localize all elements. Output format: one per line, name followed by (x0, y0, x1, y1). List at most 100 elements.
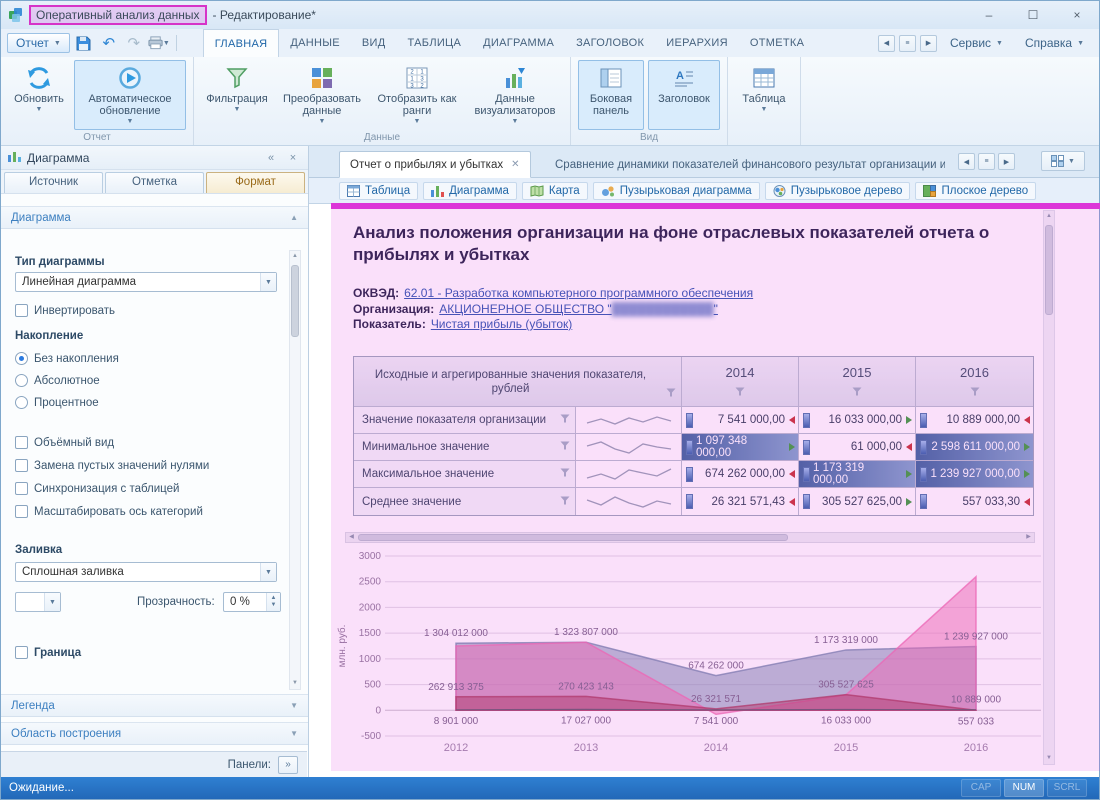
doc-tab-profit-loss[interactable]: Отчет о прибылях и убытках ✕ (339, 151, 531, 178)
replace-empty-checkbox[interactable]: Замена пустых значений нулями (15, 459, 209, 472)
scrollbar-thumb[interactable] (358, 534, 788, 541)
visualizer-bubble-tree-button[interactable]: Пузырьковое дерево (764, 181, 911, 200)
table-cell[interactable]: 7 541 000,00 (682, 407, 799, 434)
scroll-down-icon[interactable]: ▼ (1046, 755, 1052, 761)
transparency-stepper[interactable]: 0 % ▲ ▼ (223, 592, 281, 612)
stepper-arrows-icon[interactable]: ▲ ▼ (266, 593, 280, 611)
close-button[interactable]: × (1073, 8, 1081, 22)
okved-link[interactable]: 62.01 - Разработка компьютерного програм… (404, 286, 754, 300)
tab-list-icon[interactable]: ≡ (898, 34, 916, 52)
visualizer-treemap-button[interactable]: Плоское дерево (915, 181, 1037, 200)
maximize-button[interactable]: ☐ (1027, 8, 1039, 22)
tab-list-icon[interactable]: ≡ (978, 153, 995, 170)
tab-selection[interactable]: Отметка (105, 172, 204, 193)
horizontal-scrollbar[interactable]: ◀ ▶ (345, 532, 1035, 543)
border-checkbox[interactable]: Граница (15, 646, 81, 659)
table-button[interactable]: Таблица ▼ (735, 60, 793, 130)
scroll-left-icon[interactable]: ◀ (958, 153, 975, 170)
ribbon-tab-dannye[interactable]: ДАННЫЕ (290, 37, 340, 49)
filter-icon[interactable] (560, 496, 570, 508)
indicator-link[interactable]: Чистая прибыль (убыток) (430, 317, 573, 331)
visualizer-bubble-chart-button[interactable]: Пузырьковая диаграмма (592, 181, 760, 200)
table-cell[interactable]: 1 239 927 000,00 (916, 461, 1033, 488)
close-panel-icon[interactable]: × (289, 151, 297, 164)
fill-type-select[interactable]: Сплошная заливка ▼ (15, 562, 277, 582)
chart-type-select[interactable]: Линейная диаграмма ▼ (15, 272, 277, 292)
invert-checkbox[interactable]: Инвертировать (15, 304, 115, 317)
section-diagram[interactable]: Диаграмма ▲ (1, 206, 308, 229)
section-legend[interactable]: Легенда ▼ (1, 694, 308, 717)
filter-icon[interactable] (970, 384, 980, 399)
title-toggle-button[interactable]: A Заголовок (648, 60, 720, 130)
doc-tab-comparison[interactable]: Сравнение динамики показателей финансово… (545, 151, 955, 178)
redo-icon[interactable]: ↷ (127, 35, 141, 52)
row-label-org-value[interactable]: Значение показателя организации (354, 407, 576, 434)
table-header-2015[interactable]: 2015 (799, 357, 916, 407)
visualizer-table-button[interactable]: Таблица (339, 181, 419, 200)
save-icon[interactable] (73, 33, 95, 53)
collapse-panel-icon[interactable]: « (267, 151, 275, 164)
table-cell[interactable]: 61 000,00 (799, 434, 916, 461)
table-cell[interactable]: 16 033 000,00 (799, 407, 916, 434)
scale-category-axis-checkbox[interactable]: Масштабировать ось категорий (15, 505, 203, 518)
volume-view-checkbox[interactable]: Объёмный вид (15, 436, 114, 449)
scroll-left-icon[interactable]: ◀ (877, 34, 895, 52)
ribbon-tab-otmetka[interactable]: ОТМЕТКА (749, 37, 805, 49)
ribbon-tab-zagolovok[interactable]: ЗАГОЛОВОК (576, 37, 645, 49)
radio-no-accumulation[interactable]: Без накопления (15, 352, 119, 365)
minimize-button[interactable]: – (985, 8, 993, 22)
organization-link[interactable]: АКЦИОНЕРНОЕ ОБЩЕСТВО "████████████" (439, 301, 718, 316)
filter-icon[interactable] (666, 387, 676, 401)
help-menu[interactable]: Справка ▼ (1016, 36, 1093, 50)
ribbon-tab-ierarhiya[interactable]: ИЕРАРХИЯ (666, 37, 728, 49)
vertical-scrollbar[interactable]: ▲ ▼ (1043, 210, 1055, 765)
close-tab-icon[interactable]: ✕ (511, 159, 520, 170)
table-cell[interactable]: 26 321 571,43 (682, 488, 799, 515)
table-header-2016[interactable]: 2016 (916, 357, 1033, 407)
service-menu[interactable]: Сервис ▼ (941, 36, 1012, 50)
ribbon-tab-vid[interactable]: ВИД (361, 37, 386, 49)
filter-icon[interactable] (560, 468, 570, 480)
visualizer-chart-button[interactable]: Диаграмма (423, 181, 517, 200)
layout-select-button[interactable]: ▼ (1041, 151, 1085, 171)
table-cell[interactable]: 305 527 625,00 (799, 488, 916, 515)
scroll-down-icon[interactable]: ▼ (292, 680, 298, 686)
radio-absolute[interactable]: Абсолютное (15, 374, 100, 387)
sidebar-scrollbar[interactable]: ▲ ▼ (289, 250, 301, 690)
table-cell[interactable]: 1 173 319 000,00 (799, 461, 916, 488)
scroll-up-icon[interactable]: ▲ (292, 253, 298, 259)
filter-icon[interactable] (735, 384, 745, 399)
ribbon-tab-diagramma[interactable]: ДИАГРАММА (483, 37, 555, 49)
table-cell[interactable]: 674 262 000,00 (682, 461, 799, 488)
row-label-avg[interactable]: Среднее значение (354, 488, 576, 515)
scroll-right-icon[interactable]: ▶ (1026, 534, 1031, 540)
visualizer-data-button[interactable]: Данные визуализаторов ▼ (467, 60, 563, 130)
table-cell[interactable]: 10 889 000,00 (916, 407, 1033, 434)
row-label-max[interactable]: Максимальное значение (354, 461, 576, 488)
scroll-right-icon[interactable]: ▶ (919, 34, 937, 52)
ribbon-tab-glavnaya[interactable]: ГЛАВНАЯ (202, 29, 280, 57)
table-cell[interactable]: 557 033,30 (916, 488, 1033, 515)
scrollbar-thumb[interactable] (291, 265, 299, 337)
filter-icon[interactable] (852, 384, 862, 399)
table-header-measures[interactable]: Исходные и агрегированные значения показ… (354, 357, 682, 407)
fill-color-select[interactable]: ▼ (15, 592, 61, 612)
row-label-min[interactable]: Минимальное значение (354, 434, 576, 461)
side-panel-button[interactable]: Боковая панель (578, 60, 644, 130)
auto-refresh-button[interactable]: Автоматическое обновление ▼ (74, 60, 186, 130)
filter-icon[interactable] (560, 441, 570, 453)
print-icon[interactable]: ▼ (148, 33, 170, 53)
visualizer-map-button[interactable]: Карта (521, 181, 588, 200)
sync-with-table-checkbox[interactable]: Синхронизация с таблицей (15, 482, 179, 495)
scroll-left-icon[interactable]: ◀ (349, 534, 354, 540)
table-header-2014[interactable]: 2014 (682, 357, 799, 407)
scroll-up-icon[interactable]: ▲ (1046, 213, 1052, 219)
tab-format[interactable]: Формат (206, 172, 305, 193)
undo-icon[interactable]: ↶ (102, 35, 116, 52)
panels-expand-button[interactable]: » (278, 755, 298, 774)
table-cell[interactable]: 1 097 348 000,00 (682, 434, 799, 461)
filter-icon[interactable] (560, 414, 570, 426)
scrollbar-thumb[interactable] (1045, 225, 1053, 315)
report-menu-button[interactable]: Отчет ▼ (7, 33, 70, 53)
